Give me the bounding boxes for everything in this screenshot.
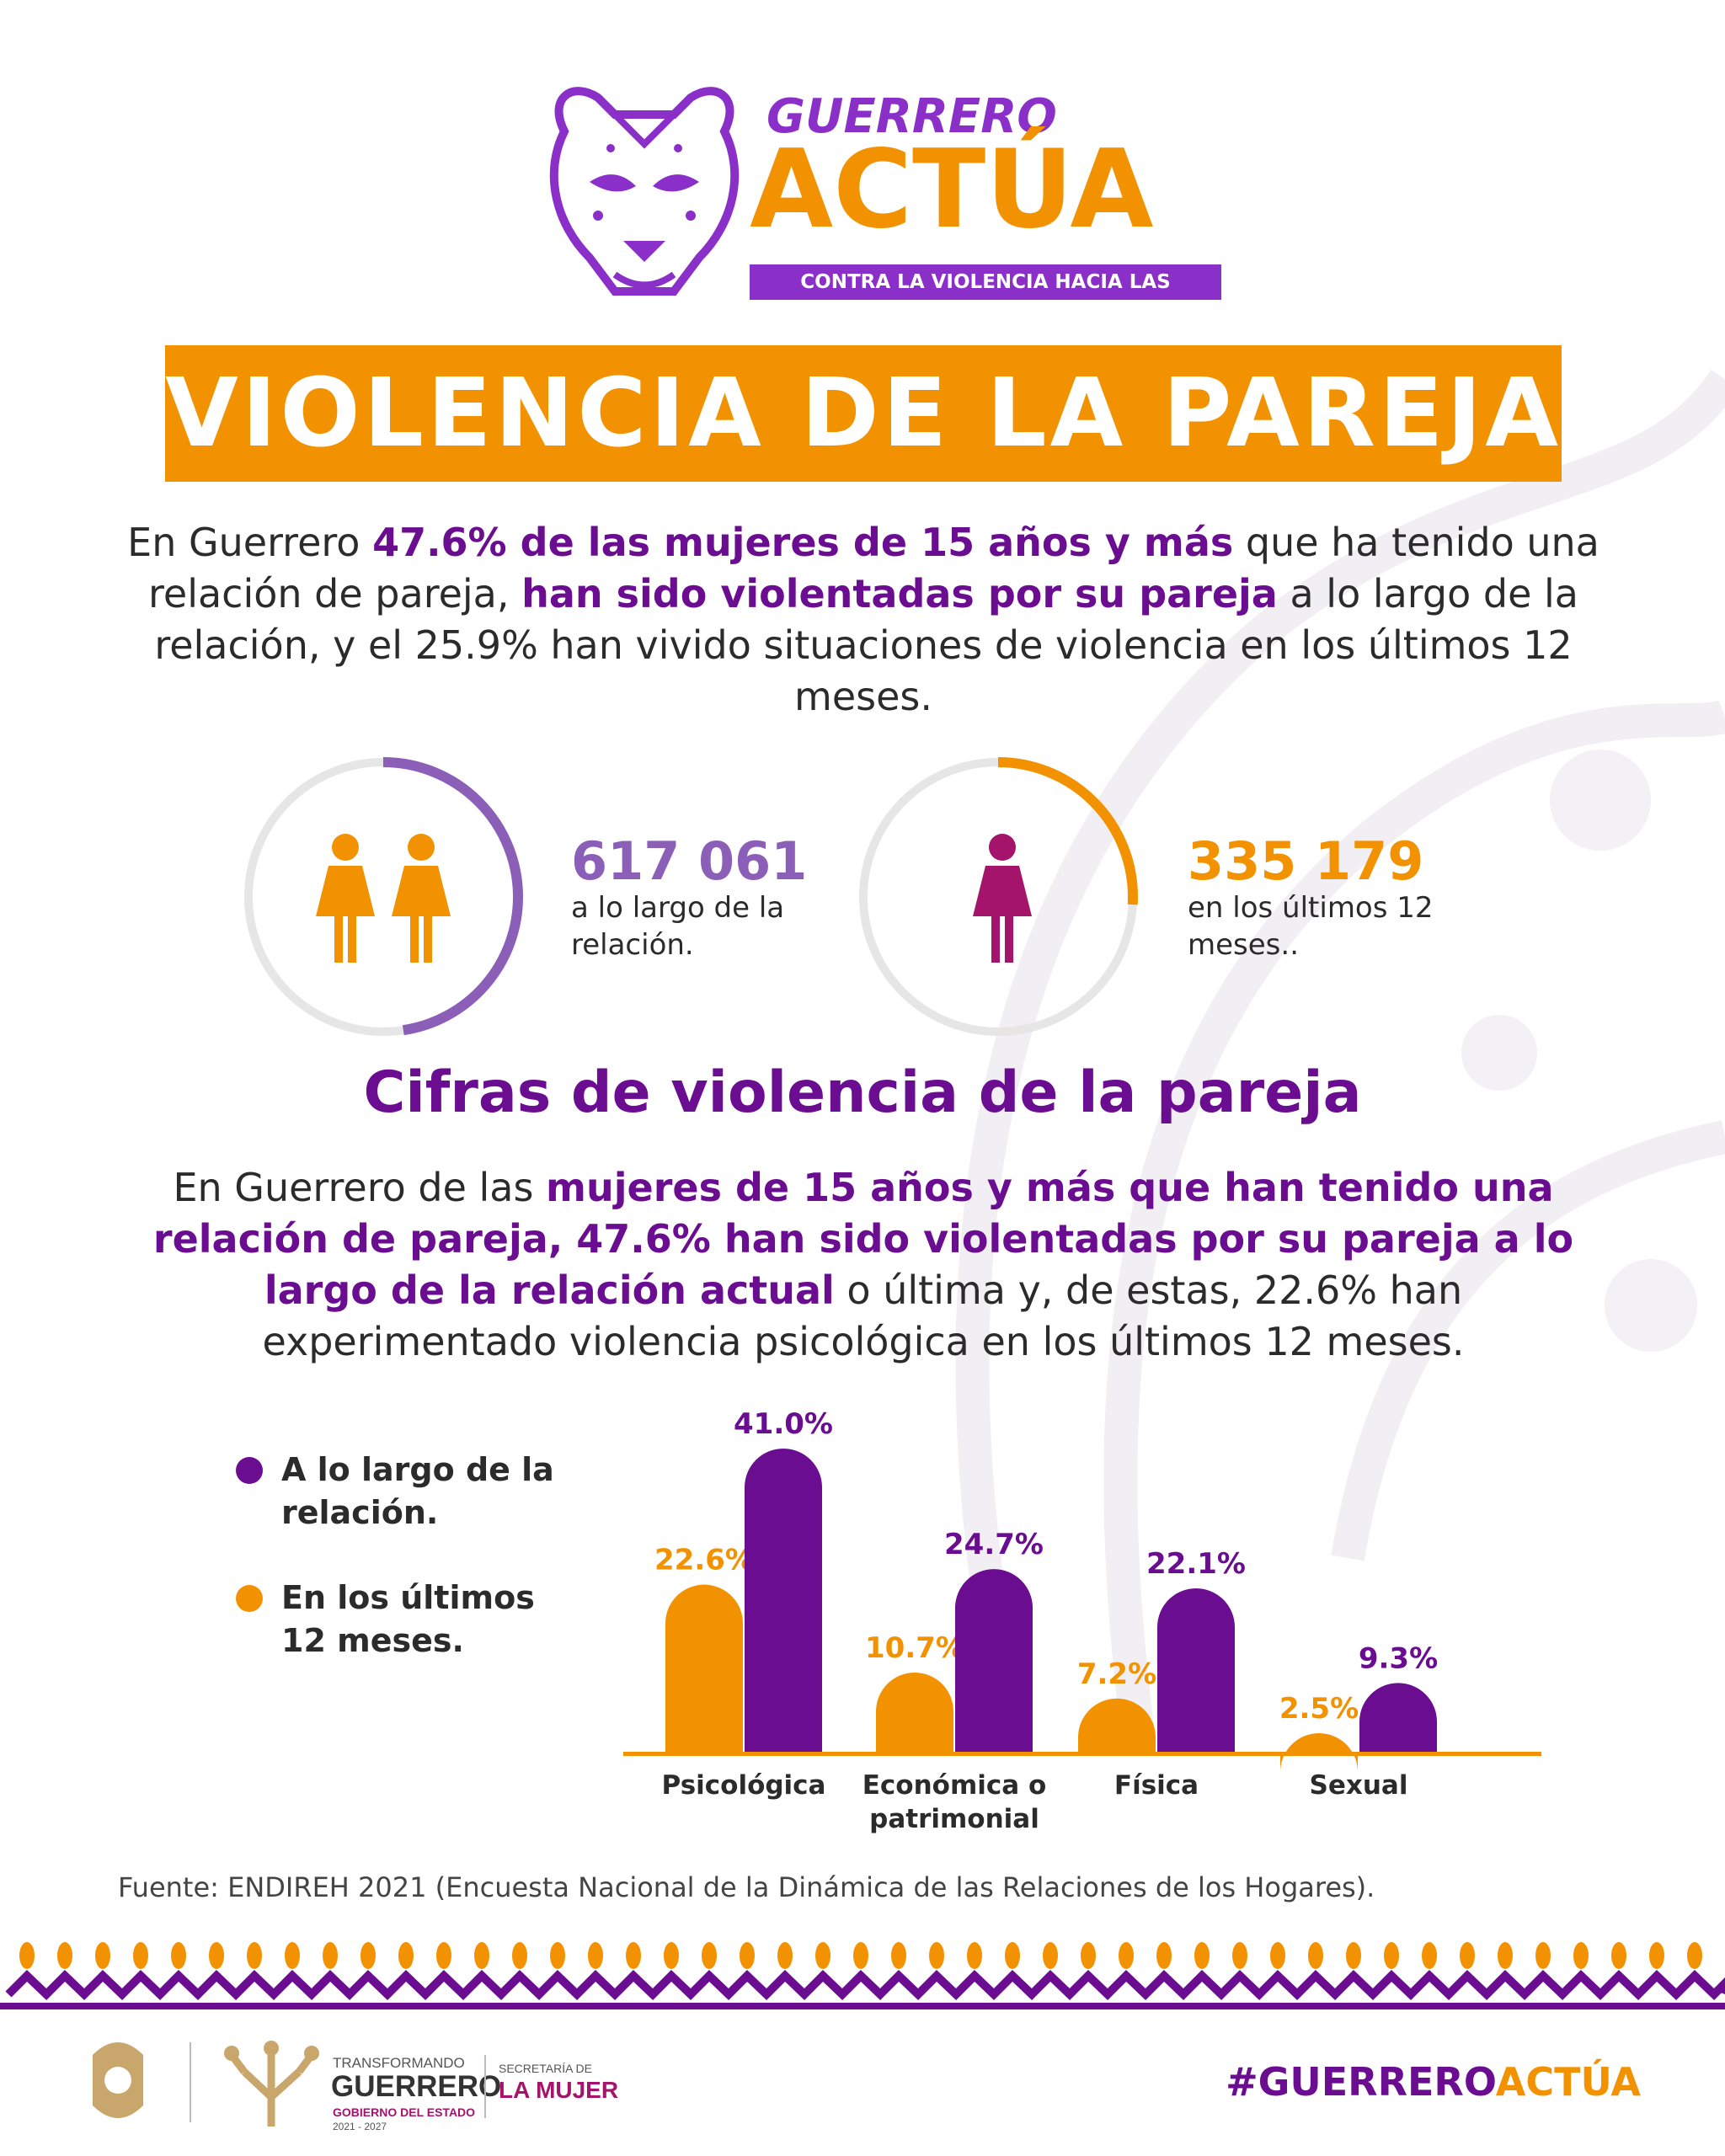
legend-swatch-purple — [236, 1457, 263, 1484]
bar-12-months-1 — [876, 1673, 953, 1752]
logo-top-text: GUERRERO — [766, 89, 1057, 144]
logo-main-text: ACTÚA — [750, 127, 1154, 253]
bar-relationship-0 — [745, 1449, 822, 1752]
bar-relationship-3 — [1359, 1683, 1437, 1752]
bar-12-months-2 — [1078, 1698, 1156, 1752]
footer-years: 2021 - 2027 — [333, 2121, 387, 2132]
category-label-2-0: Física — [1114, 1770, 1199, 1801]
jaguar-logo-icon — [549, 87, 740, 296]
section-text-2: o última y, de estas, 22.6% han experime… — [262, 1267, 1465, 1364]
value-label-12-months-1: 10.7% — [865, 1631, 964, 1665]
legend-item-12-months: En los últimos 12 meses. — [236, 1577, 573, 1662]
footer-secretaria: SECRETARÍA DE — [499, 2062, 592, 2075]
woman-icon — [973, 834, 1032, 963]
section-paragraph: En Guerrero de las mujeres de 15 años y … — [126, 1162, 1600, 1368]
category-label-0-0: Psicológica — [662, 1770, 826, 1801]
logo-tagline: CONTRA LA VIOLENCIA HACIA LAS MUJERES — [750, 264, 1221, 328]
footer-divider-2 — [484, 2055, 486, 2118]
stat-card-relationship: 617 061 a lo largo de la relación. — [236, 750, 910, 1044]
ring-progress-12-months — [858, 757, 1138, 1037]
hashtag-actua: ACTÚA — [1495, 2059, 1641, 2105]
chart-legend: A lo largo de la relación. En los último… — [236, 1449, 573, 1662]
stat-ring-relationship — [243, 757, 523, 1037]
stat-text-12-months: en los últimos 12 meses.. — [1188, 891, 1434, 962]
footer-gobierno: GOBIERNO DEL ESTADO — [333, 2105, 476, 2119]
legend-label-12-months: En los últimos 12 meses. — [281, 1579, 535, 1659]
section-text-1: En Guerrero de las — [173, 1165, 547, 1210]
category-label-1-0: Económica o — [862, 1770, 1047, 1801]
ring-progress-relationship — [243, 757, 523, 1037]
chart-baseline — [623, 1752, 1541, 1756]
stat-number-relationship: 617 061 — [571, 830, 808, 892]
footer-transformando: TRANSFORMANDO — [333, 2055, 465, 2071]
tree-emblem-icon — [224, 2041, 319, 2127]
bar-12-months-0 — [665, 1584, 743, 1752]
value-label-relationship-3: 9.3% — [1359, 1641, 1438, 1675]
section-title: Cifras de violencia de la pareja — [363, 1059, 1362, 1126]
title-banner: VIOLENCIA DE LA PAREJA — [165, 345, 1562, 482]
intro-paragraph: En Guerrero 47.6% de las mujeres de 15 a… — [126, 517, 1600, 723]
intro-text-2: que ha tenido una relación de pareja, — [148, 520, 1599, 616]
state-seal-icon — [93, 2042, 143, 2118]
intro-text-3: a lo largo de la relación, y el 25.9% ha… — [154, 571, 1578, 719]
footer-divider — [190, 2042, 191, 2122]
legend-item-relationship: A lo largo de la relación. — [236, 1449, 573, 1534]
category-label-3-0: Sexual — [1310, 1770, 1408, 1801]
value-label-12-months-2: 7.2% — [1077, 1657, 1156, 1691]
hashtag: #GUERREROACTÚA — [1226, 2059, 1641, 2105]
value-label-12-months-3: 2.5% — [1279, 1692, 1359, 1726]
stat-card-12-months: 335 179 en los últimos 12 meses.. — [851, 750, 1525, 1044]
section-bold-1: mujeres de 15 años y más que han tenido … — [152, 1165, 1574, 1313]
bar-12-months-3 — [1280, 1733, 1358, 1773]
hashtag-guerrero: #GUERRERO — [1226, 2059, 1496, 2105]
guerrero-actua-logo: GUERRERO ACTÚA CONTRA LA VIOLENCIA HACIA… — [539, 81, 1230, 328]
value-label-relationship-1: 24.7% — [944, 1528, 1044, 1561]
intro-bold-1: 47.6% de las mujeres de 15 años y más — [372, 520, 1234, 565]
footer-guerrero: GUERRERO — [331, 2070, 502, 2103]
stat-number-12-months: 335 179 — [1188, 830, 1424, 892]
legend-swatch-orange — [236, 1585, 263, 1612]
value-label-12-months-0: 22.6% — [654, 1544, 754, 1577]
women-pair-icon — [316, 834, 451, 963]
decorative-border-pattern — [0, 1942, 1725, 2009]
legend-label-relationship: A lo largo de la relación. — [281, 1451, 554, 1531]
bar-relationship-2 — [1157, 1588, 1235, 1752]
stat-text-relationship: a lo largo de la relación. — [571, 891, 785, 962]
intro-bold-2: han sido violentadas por su pareja — [521, 571, 1278, 616]
category-label-1-1: patrimonial — [869, 1804, 1039, 1834]
stat-ring-12-months — [858, 757, 1138, 1037]
page-title: VIOLENCIA DE LA PAREJA — [165, 359, 1562, 468]
value-label-relationship-2: 22.1% — [1146, 1547, 1246, 1581]
source-note: Fuente: ENDIREH 2021 (Encuesta Nacional … — [118, 1871, 1375, 1903]
violence-bar-chart: 22.6% 41.0% Psicológica 10.7% 24.7% Económica… — [623, 1407, 1541, 1834]
background-watermark — [955, 369, 1725, 1730]
intro-text-1: En Guerrero — [127, 520, 373, 565]
value-label-relationship-0: 41.0% — [734, 1407, 833, 1441]
bar-relationship-1 — [955, 1569, 1033, 1752]
footer-la-mujer: LA MUJER — [499, 2077, 619, 2103]
